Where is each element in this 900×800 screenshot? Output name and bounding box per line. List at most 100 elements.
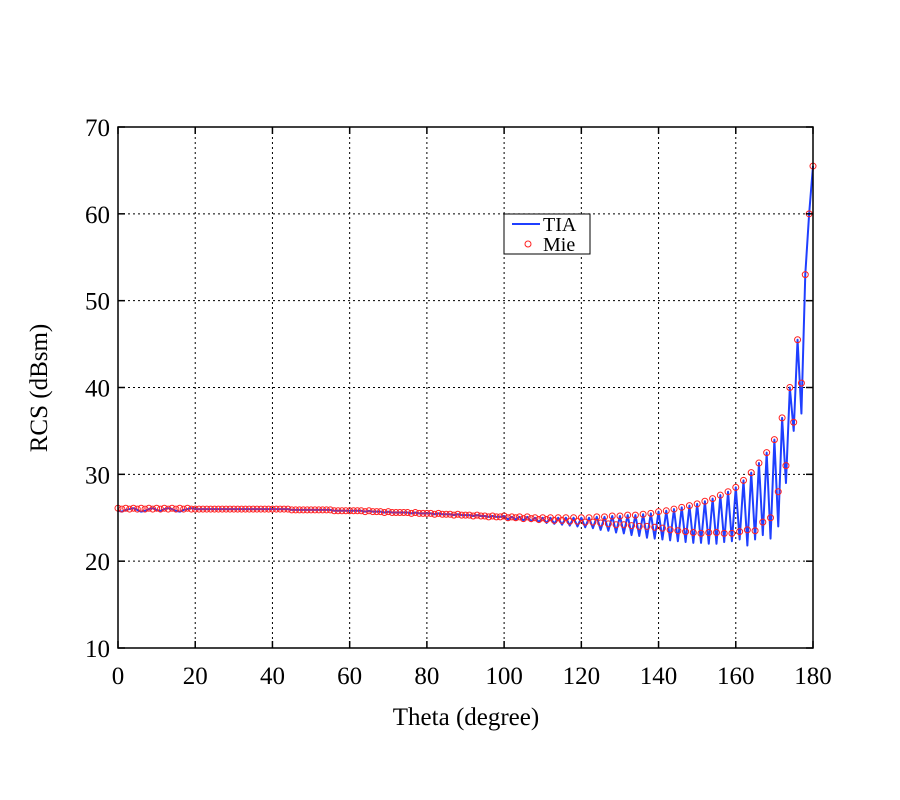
series-mie-point bbox=[265, 505, 273, 513]
series-mie-point bbox=[272, 505, 280, 513]
series-mie-point bbox=[122, 504, 130, 512]
series-mie-point bbox=[535, 515, 543, 523]
legend-mie-marker bbox=[524, 240, 532, 248]
series-mie-point bbox=[801, 271, 809, 279]
series-mie-point bbox=[214, 505, 222, 513]
y-tick-label: 30 bbox=[85, 462, 110, 489]
series-mie-point bbox=[573, 517, 581, 525]
series-mie-point bbox=[504, 514, 512, 522]
series-mie-point bbox=[720, 529, 728, 537]
series-mie-point bbox=[199, 505, 207, 513]
series-mie-point bbox=[350, 507, 358, 515]
series-mie-point bbox=[384, 508, 392, 516]
series-mie-point bbox=[492, 513, 500, 521]
series-mie-point bbox=[697, 529, 705, 537]
series-mie-point bbox=[249, 505, 257, 513]
series-mie-point bbox=[674, 527, 682, 535]
series-mie-point bbox=[489, 512, 497, 520]
series-mie-point bbox=[226, 505, 234, 513]
series-mie-point bbox=[268, 505, 276, 513]
series-mie-point bbox=[180, 505, 188, 513]
series-mie-point bbox=[732, 483, 740, 491]
series-mie-point bbox=[230, 505, 238, 513]
series-mie-point bbox=[404, 509, 412, 517]
series-mie-point bbox=[736, 528, 744, 536]
series-mie-point bbox=[585, 514, 593, 522]
series-mie-point bbox=[203, 505, 211, 513]
series-mie-point bbox=[129, 504, 137, 512]
series-mie-point bbox=[612, 521, 620, 529]
series-mie-point bbox=[516, 513, 524, 521]
series-mie-point bbox=[288, 506, 296, 514]
series-mie-point bbox=[593, 513, 601, 521]
series-mie-point bbox=[369, 508, 377, 516]
series-mie-point bbox=[458, 511, 466, 519]
legend-tia-label: TIA bbox=[543, 214, 577, 236]
series-mie-point bbox=[782, 462, 790, 470]
series-mie-point bbox=[570, 514, 578, 522]
series-mie-point bbox=[245, 505, 253, 513]
series-mie-point bbox=[133, 505, 141, 513]
series-mie-point bbox=[577, 514, 585, 522]
series-mie-point bbox=[469, 512, 477, 520]
series-mie-point bbox=[357, 507, 365, 515]
series-mie-point bbox=[601, 513, 608, 521]
series-mie-point bbox=[346, 507, 354, 515]
series-mie-point bbox=[747, 469, 755, 477]
series-mie-point bbox=[740, 476, 747, 484]
series-mie-point bbox=[415, 509, 423, 517]
series-mie-point bbox=[566, 517, 574, 525]
series-mie-point bbox=[261, 505, 269, 513]
series-mie-point bbox=[164, 505, 172, 513]
x-tick-label: 160 bbox=[717, 663, 755, 690]
series-mie-point bbox=[303, 506, 311, 514]
series-mie-point bbox=[508, 513, 516, 521]
series-mie-point bbox=[431, 510, 439, 518]
series-mie-point bbox=[589, 518, 597, 526]
series-mie-point bbox=[238, 505, 246, 513]
x-tick-label: 140 bbox=[640, 663, 678, 690]
series-mie-point bbox=[519, 515, 527, 523]
series-mie-point bbox=[195, 505, 203, 513]
y-tick-label: 40 bbox=[85, 376, 110, 403]
series-mie-point bbox=[257, 505, 265, 513]
series-mie-point bbox=[168, 504, 176, 512]
series-mie-point bbox=[770, 436, 778, 444]
x-tick-label: 0 bbox=[112, 663, 125, 690]
series-mie-point bbox=[608, 512, 616, 520]
series-mie-point bbox=[473, 511, 481, 519]
series-mie-point bbox=[377, 508, 385, 516]
series-mie-point bbox=[712, 529, 720, 537]
series-mie-point bbox=[778, 414, 786, 422]
series-mie-point bbox=[118, 505, 126, 513]
series-mie-point bbox=[604, 520, 612, 528]
series-mie-point bbox=[299, 506, 307, 514]
series-mie-point bbox=[728, 529, 736, 537]
series-mie-point bbox=[149, 505, 157, 513]
series-mie-point bbox=[743, 526, 751, 534]
x-tick-labels: 0 20 40 60 80 100 120 140 160 180 bbox=[112, 663, 832, 690]
series-mie-point bbox=[218, 505, 226, 513]
x-tick-label: 100 bbox=[485, 663, 523, 690]
series-mie-point bbox=[790, 418, 798, 426]
x-tick-label: 20 bbox=[183, 663, 208, 690]
series-mie-point bbox=[658, 524, 666, 532]
series-mie-point bbox=[512, 514, 520, 522]
series-mie-point bbox=[539, 514, 547, 522]
series-mie-point bbox=[628, 522, 636, 530]
series-mie-point bbox=[496, 513, 504, 521]
series-mie-point bbox=[330, 507, 338, 515]
series-mie-point bbox=[438, 510, 446, 518]
series-mie-point bbox=[481, 512, 489, 520]
series-mie-point bbox=[701, 497, 709, 505]
series-mie-point bbox=[315, 506, 323, 514]
series-mie-point bbox=[442, 510, 450, 518]
series-mie-point bbox=[311, 506, 319, 514]
series-mie-point bbox=[241, 505, 249, 513]
series-mie-point bbox=[380, 509, 388, 517]
series-mie-point bbox=[454, 510, 462, 518]
series-mie-point bbox=[523, 513, 531, 521]
legend: TIA Mie bbox=[503, 213, 591, 256]
series-mie-point bbox=[724, 488, 732, 496]
